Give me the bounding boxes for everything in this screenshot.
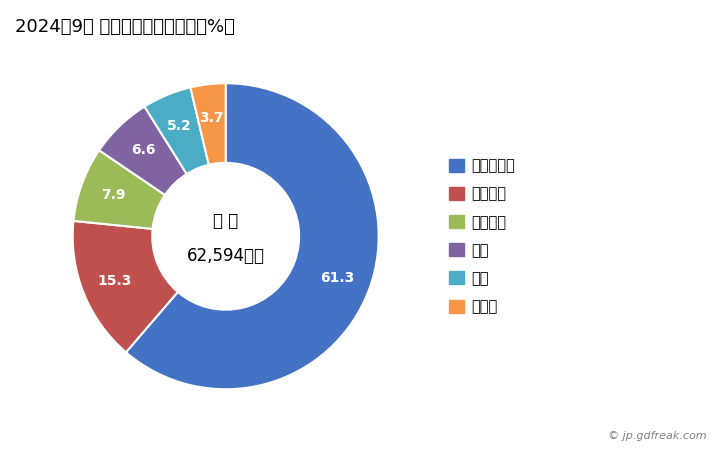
Wedge shape (99, 107, 186, 195)
Text: 5.2: 5.2 (167, 119, 192, 133)
Text: © jp.gdfreak.com: © jp.gdfreak.com (608, 431, 706, 441)
Wedge shape (126, 83, 379, 389)
Text: 61.3: 61.3 (320, 271, 355, 285)
Legend: マレーシア, ベトナム, スペイン, 台湾, タイ, その他: マレーシア, ベトナム, スペイン, 台湾, タイ, その他 (443, 153, 521, 320)
Text: 6.6: 6.6 (130, 143, 155, 157)
Text: 7.9: 7.9 (101, 189, 126, 202)
Text: 3.7: 3.7 (199, 111, 224, 125)
Text: 15.3: 15.3 (98, 274, 132, 288)
Wedge shape (145, 87, 209, 174)
Text: 2024年9月 輸出相手国のシェア（%）: 2024年9月 輸出相手国のシェア（%） (15, 18, 234, 36)
Wedge shape (74, 150, 165, 229)
Wedge shape (73, 221, 178, 352)
Text: 総 額: 総 額 (213, 212, 238, 230)
Wedge shape (191, 83, 226, 165)
Text: 62,594万円: 62,594万円 (186, 247, 265, 265)
